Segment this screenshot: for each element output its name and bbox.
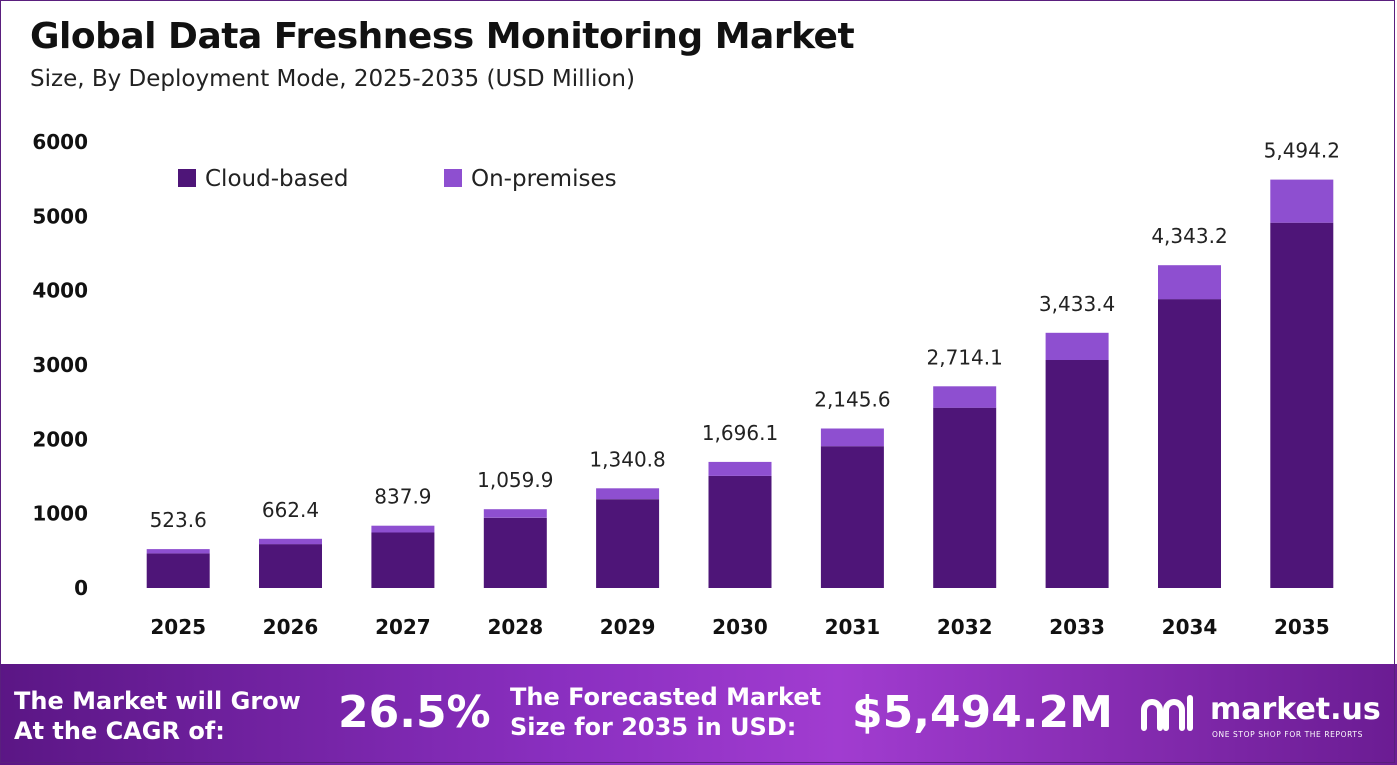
- y-tick-label: 4000: [32, 279, 88, 303]
- y-tick-label: 3000: [32, 353, 88, 377]
- total-value-label: 1,340.8: [589, 447, 665, 471]
- bar-cloud-based-2035: [1270, 222, 1334, 588]
- y-tick-label: 1000: [32, 502, 88, 526]
- total-value-label: 2,714.1: [927, 345, 1003, 369]
- y-tick-label: 0: [74, 576, 88, 600]
- x-axis-ticks: 2025 2026 2027 2028 2029 2030 2031 2032 2033 2034…: [150, 615, 1329, 639]
- logo-tagline: ONE STOP SHOP FOR THE REPORTS: [1212, 730, 1363, 739]
- x-tick-label: 2034: [1162, 615, 1218, 639]
- bar-series: [146, 179, 1334, 588]
- x-tick-label: 2029: [600, 615, 656, 639]
- forecast-label-line2: Size for 2035 in USD:: [510, 713, 797, 741]
- total-value-label: 1,696.1: [702, 421, 778, 445]
- bar-cloud-based-2028: [483, 517, 547, 588]
- x-tick-label: 2027: [375, 615, 431, 639]
- bar-on-premises-2032: [933, 386, 997, 408]
- x-tick-label: 2028: [487, 615, 543, 639]
- logo-mark-icon: [1141, 695, 1193, 731]
- x-tick-label: 2026: [263, 615, 319, 639]
- bar-on-premises-2026: [259, 538, 322, 545]
- total-value-label: 1,059.9: [477, 468, 553, 492]
- y-tick-label: 6000: [32, 130, 88, 154]
- bar-on-premises-2034: [1158, 265, 1221, 300]
- total-value-label: 2,145.6: [814, 388, 890, 412]
- forecast-label-line1: The Forecasted Market: [510, 683, 822, 711]
- y-tick-label: 2000: [32, 427, 88, 451]
- bar-on-premises-2033: [1045, 332, 1109, 360]
- y-tick-label: 5000: [32, 204, 88, 228]
- bar-cloud-based-2031: [820, 446, 884, 588]
- legend-label: Cloud-based: [205, 166, 348, 192]
- bar-cloud-based-2033: [1045, 360, 1109, 588]
- bar-cloud-based-2029: [596, 499, 660, 588]
- bar-on-premises-2030: [708, 461, 772, 476]
- total-value-label: 5,494.2: [1264, 139, 1340, 163]
- market-us-logo: market.us ONE STOP SHOP FOR THE REPORTS: [1138, 688, 1388, 744]
- x-tick-label: 2032: [937, 615, 993, 639]
- bar-on-premises-2025: [146, 549, 210, 554]
- chart-subtitle: Size, By Deployment Mode, 2025-2035 (USD…: [30, 66, 635, 92]
- legend-label: On-premises: [471, 166, 617, 192]
- cagr-label-line1: The Market will Grow: [14, 687, 301, 715]
- total-value-label: 662.4: [262, 498, 319, 522]
- bar-cloud-based-2025: [146, 553, 210, 588]
- bar-on-premises-2029: [596, 488, 660, 500]
- bar-cloud-based-2032: [933, 407, 997, 588]
- total-value-label: 3,433.4: [1039, 292, 1115, 316]
- bar-cloud-based-2026: [259, 544, 322, 588]
- x-tick-label: 2031: [825, 615, 881, 639]
- x-tick-label: 2035: [1274, 615, 1330, 639]
- summary-banner: The Market will Grow At the CAGR of: 26.…: [0, 664, 1397, 765]
- cagr-label-line2: At the CAGR of:: [14, 717, 225, 745]
- legend-swatch: [444, 169, 462, 187]
- total-value-labels: 523.6 662.4 837.9 1,059.9 1,340.8 1,696.1 2,14…: [150, 139, 1340, 532]
- y-axis-ticks: 0 1000 2000 3000 4000 5000 6000: [32, 130, 88, 600]
- x-tick-label: 2025: [150, 615, 206, 639]
- forecast-value: $5,494.2M: [852, 687, 1113, 738]
- total-value-label: 4,343.2: [1151, 224, 1227, 248]
- bar-on-premises-2031: [820, 428, 884, 447]
- chart-title: Global Data Freshness Monitoring Market: [30, 16, 855, 57]
- x-tick-label: 2033: [1049, 615, 1105, 639]
- x-tick-label: 2030: [712, 615, 768, 639]
- bar-cloud-based-2027: [371, 532, 435, 588]
- legend-swatch: [178, 169, 196, 187]
- cagr-value: 26.5%: [338, 687, 491, 738]
- total-value-label: 523.6: [150, 508, 207, 532]
- bar-on-premises-2028: [483, 509, 547, 518]
- bar-on-premises-2035: [1270, 179, 1334, 223]
- total-value-label: 837.9: [374, 485, 431, 509]
- bar-cloud-based-2030: [708, 475, 772, 588]
- legend: Cloud-based On-premises: [178, 166, 617, 192]
- bar-cloud-based-2034: [1158, 299, 1221, 588]
- logo-wordmark: market.us: [1210, 692, 1381, 727]
- bar-on-premises-2027: [371, 525, 435, 533]
